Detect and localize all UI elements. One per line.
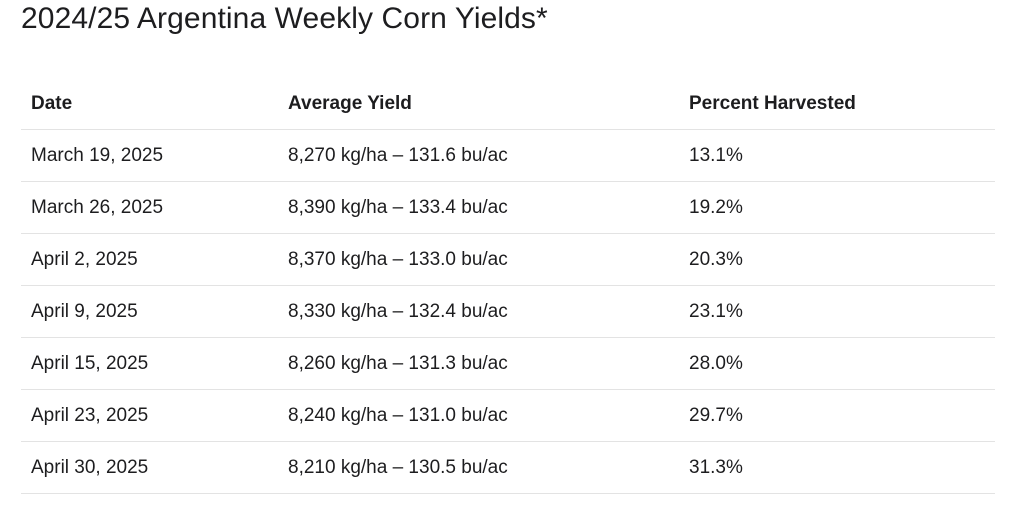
date-cell: April 9, 2025 (21, 285, 278, 338)
table-row: March 26, 2025 8,390 kg/ha – 133.4 bu/ac… (21, 181, 995, 234)
table-row: April 23, 2025 8,240 kg/ha – 131.0 bu/ac… (21, 389, 995, 442)
table-row: April 30, 2025 8,210 kg/ha – 130.5 bu/ac… (21, 441, 995, 494)
average-yield-cell: 8,240 kg/ha – 131.0 bu/ac (278, 389, 679, 442)
table-row: April 2, 2025 8,370 kg/ha – 133.0 bu/ac … (21, 233, 995, 286)
percent-harvested-cell: 29.7% (679, 389, 995, 442)
date-cell: March 19, 2025 (21, 129, 278, 182)
percent-harvested-cell: 23.1% (679, 285, 995, 338)
average-yield-cell: 8,390 kg/ha – 133.4 bu/ac (278, 181, 679, 234)
column-header-date: Date (21, 78, 278, 130)
date-cell: April 2, 2025 (21, 233, 278, 286)
page-title: 2024/25 Argentina Weekly Corn Yields* (21, 2, 548, 35)
table-row: April 9, 2025 8,330 kg/ha – 132.4 bu/ac … (21, 285, 995, 338)
column-header-percent-harvested: Percent Harvested (679, 78, 995, 130)
table-header-row: Date Average Yield Percent Harvested (21, 78, 995, 130)
average-yield-cell: 8,330 kg/ha – 132.4 bu/ac (278, 285, 679, 338)
date-cell: April 30, 2025 (21, 441, 278, 494)
table-row: March 19, 2025 8,270 kg/ha – 131.6 bu/ac… (21, 129, 995, 182)
date-cell: March 26, 2025 (21, 181, 278, 234)
percent-harvested-cell: 13.1% (679, 129, 995, 182)
percent-harvested-cell: 20.3% (679, 233, 995, 286)
average-yield-cell: 8,210 kg/ha – 130.5 bu/ac (278, 441, 679, 494)
date-cell: April 15, 2025 (21, 337, 278, 390)
percent-harvested-cell: 28.0% (679, 337, 995, 390)
average-yield-cell: 8,260 kg/ha – 131.3 bu/ac (278, 337, 679, 390)
percent-harvested-cell: 31.3% (679, 441, 995, 494)
date-cell: April 23, 2025 (21, 389, 278, 442)
yields-table: Date Average Yield Percent Harvested Mar… (21, 78, 995, 494)
average-yield-cell: 8,370 kg/ha – 133.0 bu/ac (278, 233, 679, 286)
average-yield-cell: 8,270 kg/ha – 131.6 bu/ac (278, 129, 679, 182)
percent-harvested-cell: 19.2% (679, 181, 995, 234)
table-row: April 15, 2025 8,260 kg/ha – 131.3 bu/ac… (21, 337, 995, 390)
column-header-average-yield: Average Yield (278, 78, 679, 130)
